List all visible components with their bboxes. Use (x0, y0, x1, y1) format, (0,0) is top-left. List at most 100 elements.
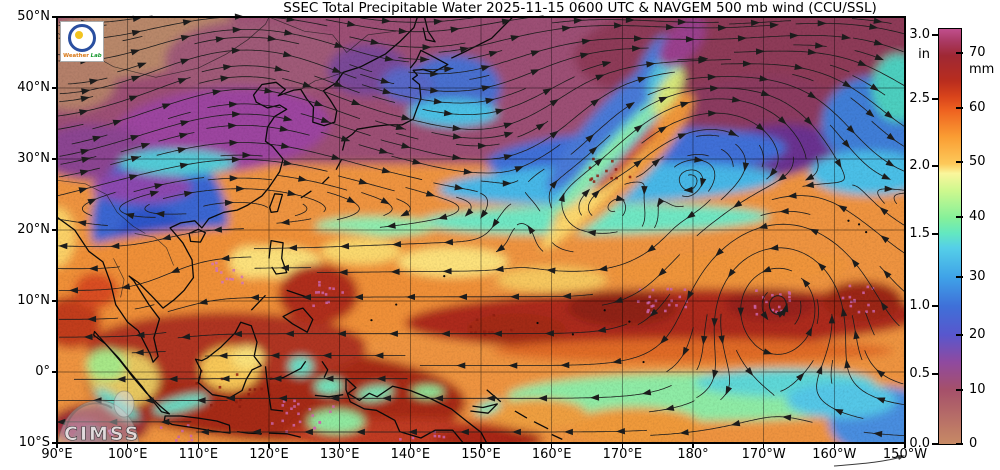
x-axis-tick-label: 160°E (531, 447, 572, 462)
y-axis-tick (52, 442, 57, 444)
colorbar-label-inches: 0.0 (909, 436, 930, 451)
coast-new-britain (470, 403, 498, 414)
coast-halmahera (321, 360, 329, 378)
x-axis-tick (409, 443, 412, 448)
coastline-layer (56, 16, 868, 444)
x-axis-tick-label: 100°E (107, 447, 148, 462)
colorbar-tick-mm (956, 161, 963, 163)
figure-title: SSEC Total Precipitable Water 2025-11-15… (283, 0, 877, 16)
y-axis-tick-label: 0° (35, 364, 50, 379)
y-axis-tick-label: 10°S (18, 435, 50, 450)
border-indochina-1 (134, 233, 174, 266)
colorbar-unit-mm: mm (969, 62, 995, 77)
colorbar-label-mm: 20 (969, 327, 986, 342)
x-axis-tick-label: 130°E (319, 447, 360, 462)
cimss-watermark-text: CIMSS (64, 423, 140, 445)
coast-japan (341, 49, 449, 151)
colorbar-tick-inches (932, 165, 939, 167)
colorbar-label-mm: 40 (969, 209, 986, 224)
colorbar-label-mm: 0 (969, 436, 978, 451)
x-axis-tick (833, 443, 836, 448)
x-axis-tick-label: 180° (677, 447, 709, 462)
border-india-myanmar (56, 179, 146, 234)
colorbar-label-inches: 2.5 (909, 91, 930, 106)
coast-solomons-3 (551, 433, 563, 440)
x-axis-tick (268, 443, 270, 448)
x-axis-tick-label: 120°E (249, 447, 289, 462)
colorbar-tick-inches (932, 98, 939, 100)
x-axis-tick-label: 150°W (882, 447, 928, 462)
colorbar-label-mm: 70 (969, 45, 986, 60)
y-axis-tick (52, 87, 57, 89)
coast-borneo (194, 321, 262, 399)
colorbar-tick-inches (932, 373, 939, 375)
x-axis-tick (480, 443, 482, 448)
y-axis-tick-label: 50°N (17, 9, 50, 24)
streamline-layer (56, 13, 906, 438)
y-axis-tick-label: 40°N (17, 80, 50, 95)
colorbar-tick-mm (956, 389, 963, 391)
colorbar-label-inches: 2.0 (909, 158, 930, 173)
coast-visayas (286, 289, 309, 299)
x-axis-tick-label: 90°E (41, 447, 73, 462)
y-axis-tick (52, 300, 57, 302)
coast-new-guinea (345, 377, 488, 444)
coast-sumatra (93, 330, 171, 415)
x-axis-tick-label: 140°E (390, 447, 431, 462)
colorbar (938, 28, 962, 445)
y-axis-tick (52, 229, 57, 231)
coast-solomons-2 (533, 421, 549, 430)
y-axis-tick (52, 158, 57, 160)
y-axis-tick-label: 20°N (17, 222, 50, 237)
x-axis-tick-label: 170°W (741, 447, 786, 462)
colorbar-label-mm: 30 (969, 269, 986, 284)
coast-ryukyu-1 (300, 190, 312, 199)
coast-asia-mainland (56, 16, 419, 363)
y-axis-tick (52, 16, 57, 18)
coast-java (163, 415, 231, 434)
x-axis-tick (197, 443, 200, 448)
colorbar-tick-mm (956, 52, 963, 54)
x-axis-tick (338, 443, 341, 448)
coast-mindanao (282, 307, 314, 333)
x-axis-tick (692, 443, 694, 448)
weather-lab-word2: Lab (90, 52, 102, 59)
x-axis-tick-label: 170°E (602, 447, 643, 462)
x-axis-tick-label: 150°E (461, 447, 501, 462)
coast-ryukyu-3 (335, 158, 343, 171)
colorbar-tick-mm (956, 107, 963, 109)
colorbar-label-inches: 1.5 (909, 226, 930, 241)
x-axis-tick-label: 160°W (812, 447, 857, 462)
colorbar-tick-inches (932, 233, 939, 235)
cimss-watermark: CIMSS (57, 390, 140, 445)
colorbar-label-inches: 3.0 (909, 27, 930, 42)
colorbar-tick-mm (956, 276, 963, 278)
colorbar-label-inches: 0.5 (909, 366, 930, 381)
y-axis-tick-label: 10°N (17, 293, 50, 308)
colorbar-label-mm: 10 (969, 382, 986, 397)
coast-solomons-1 (514, 410, 528, 419)
x-axis-tick (621, 443, 624, 448)
y-axis-tick-label: 30°N (17, 151, 50, 166)
colorbar-tick-mm (956, 334, 963, 336)
colorbar-tick-inches (932, 443, 939, 445)
weather-lab-word1: Weather (63, 52, 89, 59)
weather-lab-logo: Weather Lab (60, 21, 104, 62)
x-axis-tick (126, 443, 129, 448)
border-indochina-2 (113, 258, 125, 298)
colorbar-label-inches: 1.0 (909, 298, 930, 313)
x-axis-tick (904, 443, 906, 448)
coast-taiwan (269, 193, 284, 213)
x-axis-tick (550, 443, 553, 448)
colorbar-tick-mm (956, 443, 963, 445)
colorbar-label-mm: 60 (969, 100, 986, 115)
stray-streamline-arrow (833, 455, 905, 467)
x-axis-tick-label: 110°E (178, 447, 219, 462)
colorbar-unit-inches: in (918, 47, 930, 62)
y-axis-tick (52, 371, 57, 373)
coast-luzon (268, 239, 288, 275)
coast-sakhalin (422, 16, 436, 43)
colorbar-label-mm: 50 (969, 154, 986, 169)
